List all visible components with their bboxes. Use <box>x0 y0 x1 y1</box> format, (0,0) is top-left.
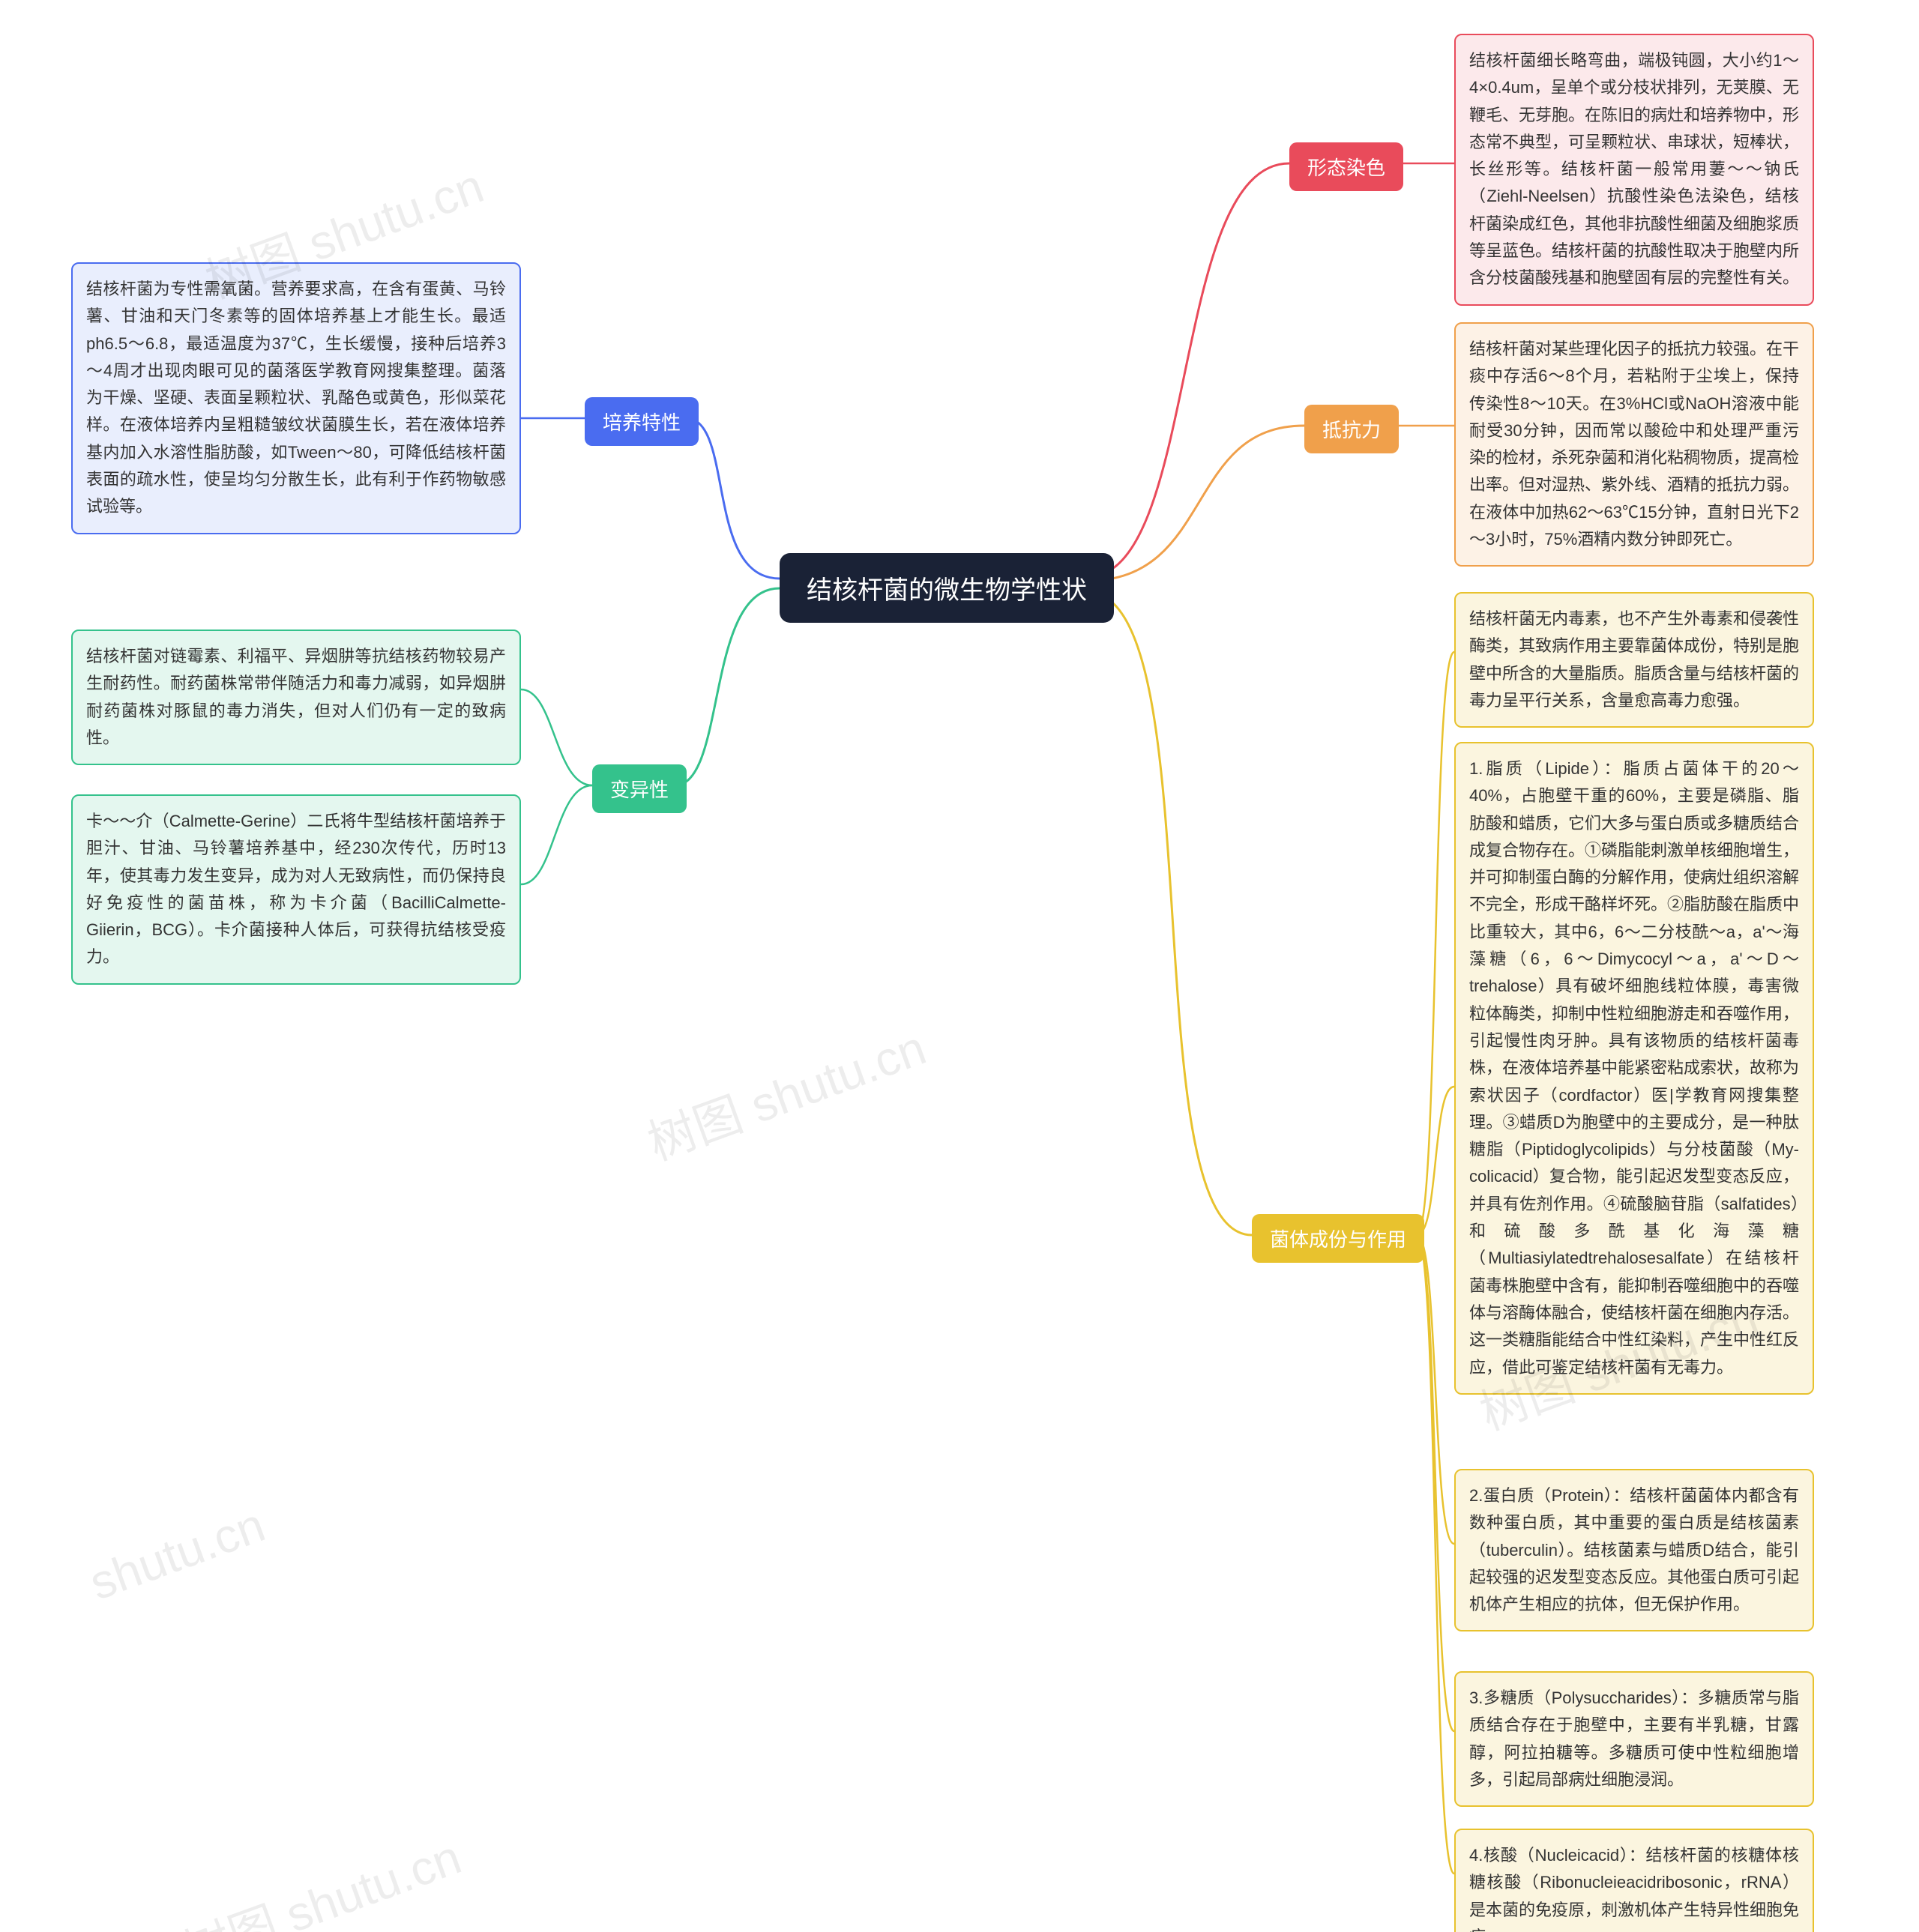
detail-resist-0-text: 结核杆菌对某些理化因子的抵抗力较强。在干痰中存活6～8个月，若粘附于尘埃上，保持… <box>1469 339 1799 549</box>
detail-culture-0-text: 结核杆菌为专性需氧菌。营养要求高，在含有蛋黄、马铃薯、甘油和天门冬素等的固体培养… <box>86 280 506 516</box>
center-topic-label: 结核杆菌的微生物学性状 <box>807 576 1087 605</box>
branch-culture-label: 培养特性 <box>603 411 681 434</box>
detail-morph-0-text: 结核杆菌细长略弯曲，端极钝圆，大小约1～4×0.4um，呈单个或分枝状排列，无荚… <box>1469 51 1799 287</box>
branch-variation[interactable]: 变异性 <box>592 764 687 813</box>
branch-resist[interactable]: 抵抗力 <box>1304 405 1399 453</box>
detail-composition-0-text: 结核杆菌无内毒素，也不产生外毒素和侵袭性酶类，其致病作用主要靠菌体成份，特别是胞… <box>1469 609 1799 710</box>
branch-variation-label: 变异性 <box>610 779 669 801</box>
detail-resist-0[interactable]: 结核杆菌对某些理化因子的抵抗力较强。在干痰中存活6～8个月，若粘附于尘埃上，保持… <box>1454 322 1814 567</box>
detail-composition-4[interactable]: 4.核酸（Nucleicacid）：结核杆菌的核糖体核糖核酸（Ribonucle… <box>1454 1829 1814 1932</box>
branch-morph-label: 形态染色 <box>1307 157 1385 179</box>
detail-composition-4-text: 4.核酸（Nucleicacid）：结核杆菌的核糖体核糖核酸（Ribonucle… <box>1469 1846 1799 1932</box>
detail-composition-0[interactable]: 结核杆菌无内毒素，也不产生外毒素和侵袭性酶类，其致病作用主要靠菌体成份，特别是胞… <box>1454 592 1814 728</box>
detail-culture-0[interactable]: 结核杆菌为专性需氧菌。营养要求高，在含有蛋黄、马铃薯、甘油和天门冬素等的固体培养… <box>71 262 521 534</box>
detail-composition-2[interactable]: 2.蛋白质（Protein）：结核杆菌菌体内都含有数种蛋白质，其中重要的蛋白质是… <box>1454 1469 1814 1631</box>
detail-composition-1-text: 1.脂质（Lipide）：脂质占菌体干的20～40%，占胞壁干重的60%，主要是… <box>1469 759 1799 1377</box>
detail-composition-3[interactable]: 3.多糖质（Polysuccharides）：多糖质常与脂质结合存在于胞壁中，主… <box>1454 1671 1814 1807</box>
detail-variation-0[interactable]: 结核杆菌对链霉素、利福平、异烟肼等抗结核药物较易产生耐药性。耐药菌株常带伴随活力… <box>71 630 521 765</box>
center-topic[interactable]: 结核杆菌的微生物学性状 <box>780 553 1114 623</box>
watermark-2: shutu.cn <box>82 1497 272 1610</box>
detail-composition-3-text: 3.多糖质（Polysuccharides）：多糖质常与脂质结合存在于胞壁中，主… <box>1469 1688 1799 1789</box>
watermark-3: 树图 shutu.cn <box>172 1819 469 1932</box>
branch-morph[interactable]: 形态染色 <box>1289 142 1403 191</box>
detail-variation-0-text: 结核杆菌对链霉素、利福平、异烟肼等抗结核药物较易产生耐药性。耐药菌株常带伴随活力… <box>86 647 506 747</box>
branch-composition-label: 菌体成份与作用 <box>1270 1228 1406 1251</box>
detail-morph-0[interactable]: 结核杆菌细长略弯曲，端极钝圆，大小约1～4×0.4um，呈单个或分枝状排列，无荚… <box>1454 34 1814 306</box>
branch-composition[interactable]: 菌体成份与作用 <box>1252 1214 1424 1263</box>
detail-composition-2-text: 2.蛋白质（Protein）：结核杆菌菌体内都含有数种蛋白质，其中重要的蛋白质是… <box>1469 1486 1799 1613</box>
detail-variation-1-text: 卡～～介（Calmette-Gerine）二氏将牛型结核杆菌培养于胆汁、甘油、马… <box>86 812 506 966</box>
branch-resist-label: 抵抗力 <box>1322 419 1381 441</box>
branch-culture[interactable]: 培养特性 <box>585 397 699 446</box>
detail-variation-1[interactable]: 卡～～介（Calmette-Gerine）二氏将牛型结核杆菌培养于胆汁、甘油、马… <box>71 794 521 985</box>
watermark-1: 树图 shutu.cn <box>637 1009 934 1174</box>
detail-composition-1[interactable]: 1.脂质（Lipide）：脂质占菌体干的20～40%，占胞壁干重的60%，主要是… <box>1454 742 1814 1395</box>
